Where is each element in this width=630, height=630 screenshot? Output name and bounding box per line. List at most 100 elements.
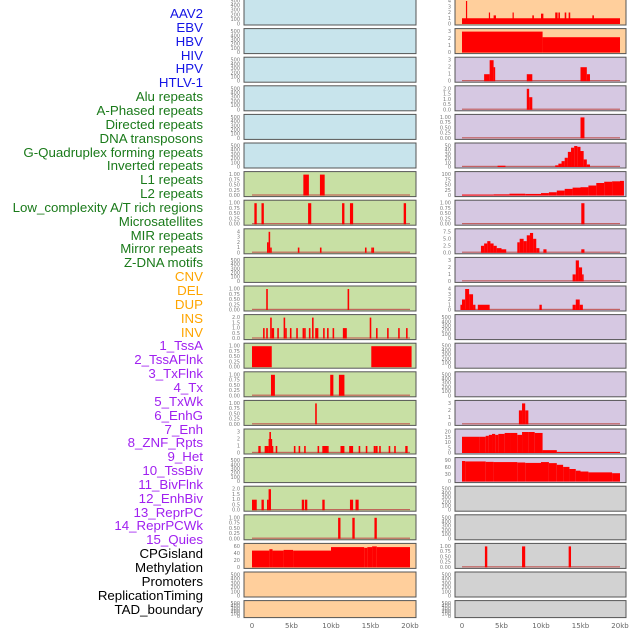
y-tick-label: 500 <box>230 458 240 464</box>
signal-bar <box>571 147 575 167</box>
y-tick-label: 0 <box>237 250 240 256</box>
track-label: HBV <box>175 33 203 49</box>
signal-bar <box>558 12 560 24</box>
signal-bar <box>529 97 533 110</box>
signal-bar <box>568 546 572 568</box>
y-tick-label: 1.5 <box>443 92 451 98</box>
y-tick-label: 0.0 <box>443 107 451 113</box>
y-tick-label: 40 <box>234 551 240 557</box>
signal-bar <box>405 446 408 453</box>
y-tick-label: 0.75 <box>440 549 451 555</box>
signal-bar <box>488 12 491 24</box>
y-tick-label: 1.0 <box>443 97 451 103</box>
y-tick-label: 0.00 <box>440 136 451 142</box>
y-tick-label: 0.00 <box>229 393 240 399</box>
y-tick-label: 500 <box>441 487 451 493</box>
y-tick-label: 100 <box>441 389 451 395</box>
y-tick-label: 0 <box>448 614 451 620</box>
y-tick-label: 5.0 <box>443 236 451 242</box>
signal-bar <box>580 67 587 82</box>
y-tick-label: 0.25 <box>440 560 451 566</box>
y-tick-label: 0.75 <box>229 177 240 183</box>
y-tick-label: 0 <box>237 565 240 571</box>
track-label: G-Quadruplex forming repeats <box>23 144 203 160</box>
signal-bar <box>488 434 493 453</box>
y-tick-label: 50 <box>445 183 451 189</box>
signal-bar <box>485 435 489 453</box>
signal-bar <box>352 517 355 539</box>
track-label: 12_EnhBiv <box>138 490 203 506</box>
y-tick-label: 0 <box>237 279 240 285</box>
track-baseline <box>252 337 410 339</box>
track-panel-background <box>243 514 417 541</box>
track-baseline <box>252 223 410 225</box>
signal-bar <box>270 317 272 339</box>
x-tick-label: 10kb <box>322 622 340 630</box>
track-baseline <box>252 451 410 453</box>
signal-bar <box>493 462 518 482</box>
y-tick-label: 0.75 <box>440 120 451 126</box>
signal-bar <box>319 174 325 196</box>
track-panel-background <box>454 399 627 426</box>
signal-bar <box>572 187 581 196</box>
signal-bar <box>315 328 319 339</box>
signal-bar <box>365 446 368 453</box>
signal-bar <box>304 328 306 339</box>
y-tick-label: 200 <box>230 609 240 615</box>
signal-bar <box>315 403 317 425</box>
signal-bar <box>330 374 334 396</box>
track-panel-background <box>243 371 417 398</box>
signal-bar <box>574 146 578 167</box>
y-tick-label: 200 <box>230 156 240 162</box>
signal-bar <box>462 194 494 196</box>
y-tick-label: 3 <box>448 4 451 10</box>
signal-bar <box>364 247 367 253</box>
signal-bar <box>266 328 268 339</box>
y-tick-label: 100 <box>230 612 240 618</box>
x-tick-label: 5kb <box>495 622 509 630</box>
y-tick-label: 10 <box>445 160 451 166</box>
track-label: CPGisland <box>139 546 203 562</box>
y-tick-label: 0.75 <box>229 406 240 412</box>
y-tick-label: 300 <box>230 606 240 612</box>
signal-bar <box>496 248 502 253</box>
y-tick-label: 0.0 <box>232 508 240 514</box>
track-label: A-Phased repeats <box>96 102 203 118</box>
y-tick-label: 0.50 <box>229 526 240 532</box>
y-tick-label: 400 <box>441 491 451 497</box>
y-tick-label: 4 <box>448 0 451 5</box>
y-tick-label: 0.50 <box>229 211 240 217</box>
y-tick-label: 200 <box>230 585 240 591</box>
signal-bar <box>355 499 359 511</box>
signal-bar <box>501 249 507 253</box>
y-tick-label: 1 <box>448 72 451 78</box>
track-panel-background <box>243 428 417 455</box>
signal-bar <box>580 151 584 167</box>
track-panel-background <box>243 314 417 341</box>
track-baseline <box>252 251 410 253</box>
y-tick-label: 400 <box>441 604 451 610</box>
signal-bar <box>312 317 314 339</box>
y-tick-label: 300 <box>441 381 451 387</box>
track-label: 8_ZNF_Rpts <box>127 435 203 451</box>
track-baseline <box>462 251 620 253</box>
track-label: 2_TssAFlnk <box>134 352 203 368</box>
signal-bar <box>364 547 368 568</box>
x-tick-label: 10kb <box>532 622 550 630</box>
signal-bar <box>493 245 497 253</box>
track-label: INS <box>180 310 203 326</box>
y-tick-label: 75 <box>445 177 451 183</box>
signal-bar <box>526 88 530 110</box>
signal-bar <box>272 550 284 568</box>
y-tick-label: 3 <box>448 58 451 64</box>
y-tick-label: 500 <box>441 573 451 579</box>
signal-bar <box>277 328 279 339</box>
y-tick-label: 0 <box>237 136 240 142</box>
signal-bar <box>304 446 306 453</box>
signal-bar <box>548 192 557 196</box>
y-tick-label: 1 <box>448 415 451 421</box>
y-tick-label: 0 <box>237 165 240 171</box>
track-label: 3_TxFlnk <box>148 366 203 382</box>
y-tick-label: 0 <box>448 393 451 399</box>
signal-bar <box>533 238 537 253</box>
